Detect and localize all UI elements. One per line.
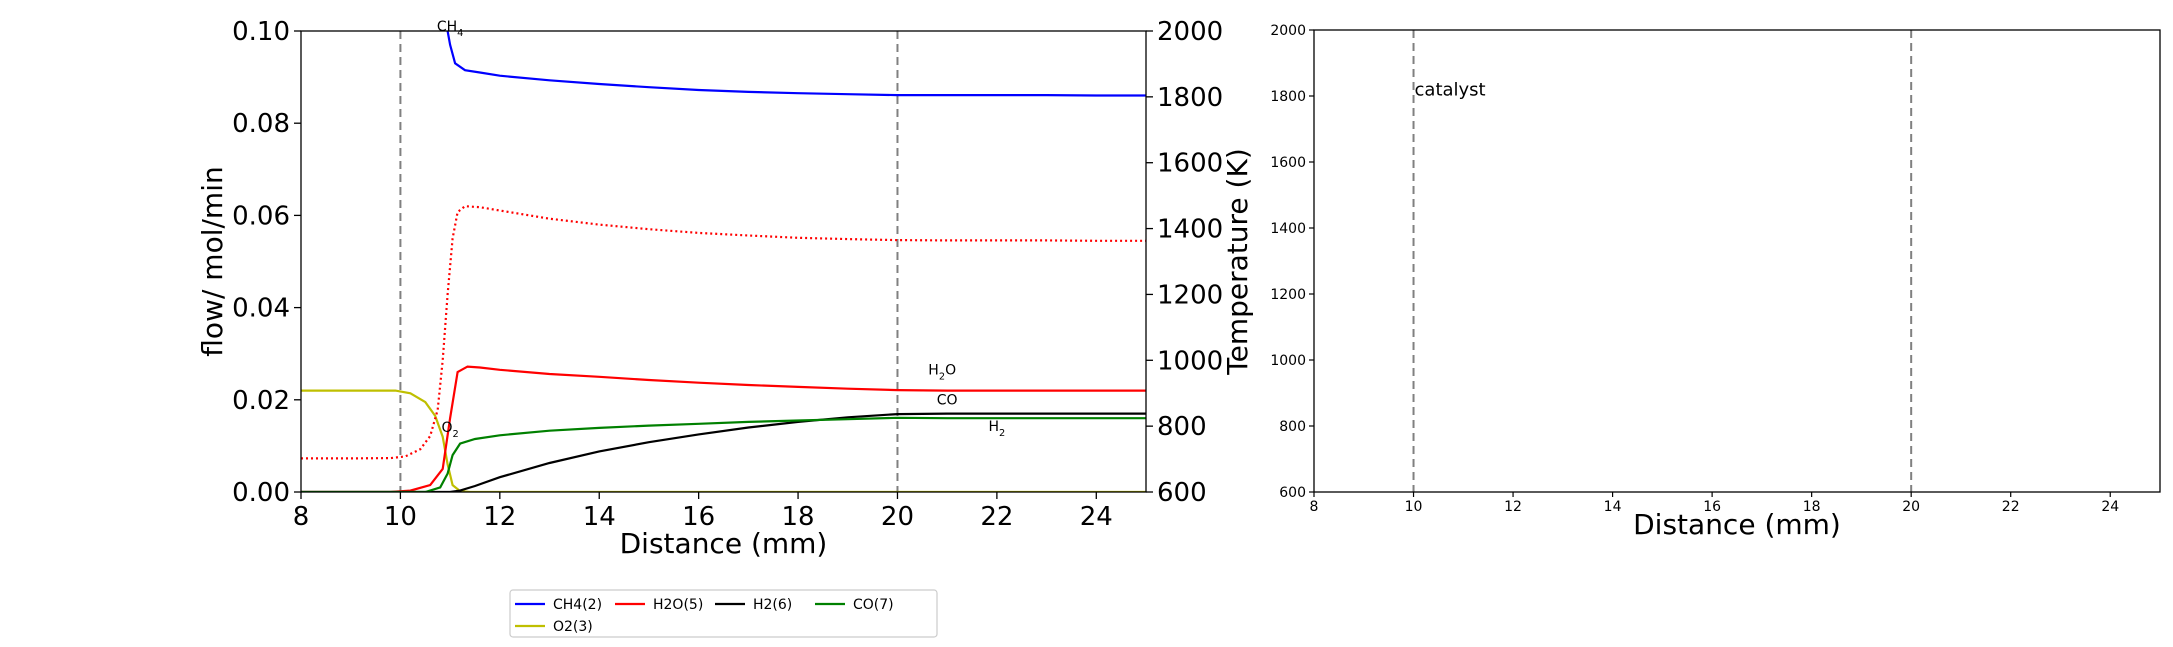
legend-label: CO(7) xyxy=(853,597,894,613)
legend-item-co7: CO(7) xyxy=(815,597,894,613)
annotation-o2: O2 xyxy=(441,420,458,440)
x-tick-label: 24 xyxy=(2101,499,2119,515)
legend-box xyxy=(509,589,938,638)
x-axis-label: Distance (mm) xyxy=(620,527,828,560)
y2-axis-label: Temperature (K) xyxy=(1221,148,1254,375)
x-tick-label: 12 xyxy=(483,502,516,532)
y2-tick-label: 600 xyxy=(1157,478,1207,508)
series-line-h26 xyxy=(301,412,1146,492)
x-tick-label: 22 xyxy=(980,502,1013,532)
annotation-h2: H2 xyxy=(988,419,1005,439)
x-tick-label: 24 xyxy=(1080,502,1113,532)
y-tick-label: 0.10 xyxy=(232,17,290,47)
y2-tick-label: 1200 xyxy=(1157,280,1223,310)
legend-label: CH4(2) xyxy=(553,597,602,613)
annotation-ch4: CH4 xyxy=(437,19,464,39)
annotation-catalyst: catalyst xyxy=(1415,79,1486,100)
y2-tick-label: 1000 xyxy=(1157,346,1223,376)
y2-tick-label: 1600 xyxy=(1157,149,1223,179)
plot-frame xyxy=(300,30,1147,493)
x-tick-label: 12 xyxy=(1504,499,1522,515)
x-tick-label: 16 xyxy=(1703,499,1721,515)
y-tick-label: 800 xyxy=(1279,419,1306,435)
y-tick-label: 0.00 xyxy=(232,478,290,508)
series-line-ch42 xyxy=(446,31,1146,97)
chart-temperature-empty: 8 10 12 14 16 18 20 22 24 600 800 1000 1200 1400 1600 1… xyxy=(1270,23,2161,541)
y-tick-label: 1600 xyxy=(1270,155,1306,171)
legend-label: O2(3) xyxy=(553,619,593,635)
y-tick-label: 1200 xyxy=(1270,287,1306,303)
y-tick-label: 0.02 xyxy=(232,386,290,416)
series-line-o23 xyxy=(301,389,1146,492)
legend-item-h26: H2(6) xyxy=(715,597,792,613)
y-tick-label: 1000 xyxy=(1270,353,1306,369)
x-tick-label: 18 xyxy=(782,502,815,532)
y2-tick-label: 800 xyxy=(1157,412,1207,442)
y2-tick-label: 1800 xyxy=(1157,83,1223,113)
x-tick-label: 8 xyxy=(1310,499,1319,515)
x-tick-label: 14 xyxy=(583,502,616,532)
y-tick-label: 1400 xyxy=(1270,221,1306,237)
legend-item-o23: O2(3) xyxy=(515,619,593,635)
y2-tick-label: 1400 xyxy=(1157,215,1223,245)
legend-item-ch42: CH4(2) xyxy=(515,597,602,613)
x-tick-label: 20 xyxy=(1902,499,1920,515)
y-tick-label: 0.04 xyxy=(232,294,290,324)
y-tick-label: 0.06 xyxy=(232,201,290,231)
series-line-h2o5 xyxy=(301,365,1146,492)
x-tick-label: 8 xyxy=(293,502,310,532)
series-line-temperature-dotted xyxy=(301,205,1146,460)
x-tick-label: 10 xyxy=(384,502,417,532)
legend: CH4(2) H2O(5) H2(6) CO(7) O2(3) xyxy=(509,589,938,638)
y-tick-label: 0.08 xyxy=(232,109,290,139)
x-tick-label: 10 xyxy=(1405,499,1423,515)
plot-frame xyxy=(1313,29,2161,493)
annotation-co: CO xyxy=(937,392,958,408)
y-tick-label: 600 xyxy=(1279,485,1306,501)
series-line-co7 xyxy=(301,416,1146,492)
x-tick-label: 20 xyxy=(881,502,914,532)
y-tick-label: 1800 xyxy=(1270,89,1306,105)
y2-tick-label: 2000 xyxy=(1157,17,1223,47)
x-tick-label: 14 xyxy=(1604,499,1622,515)
x-axis-label: Distance (mm) xyxy=(1633,508,1841,541)
y-axis-label: flow/ mol/min xyxy=(196,166,229,356)
legend-item-h2o5: H2O(5) xyxy=(615,597,703,613)
x-tick-label: 22 xyxy=(2002,499,2020,515)
x-tick-label: 18 xyxy=(1803,499,1821,515)
legend-label: H2O(5) xyxy=(653,597,703,613)
legend-label: H2(6) xyxy=(753,597,792,613)
chart-species-flow: 8 10 12 14 16 18 20 22 24 0.00 0.02 0.04 0.06 0.08 0.1… xyxy=(196,17,1254,560)
y-tick-label: 2000 xyxy=(1270,23,1306,39)
annotation-h2o: H2O xyxy=(928,362,956,382)
x-tick-label: 16 xyxy=(682,502,715,532)
